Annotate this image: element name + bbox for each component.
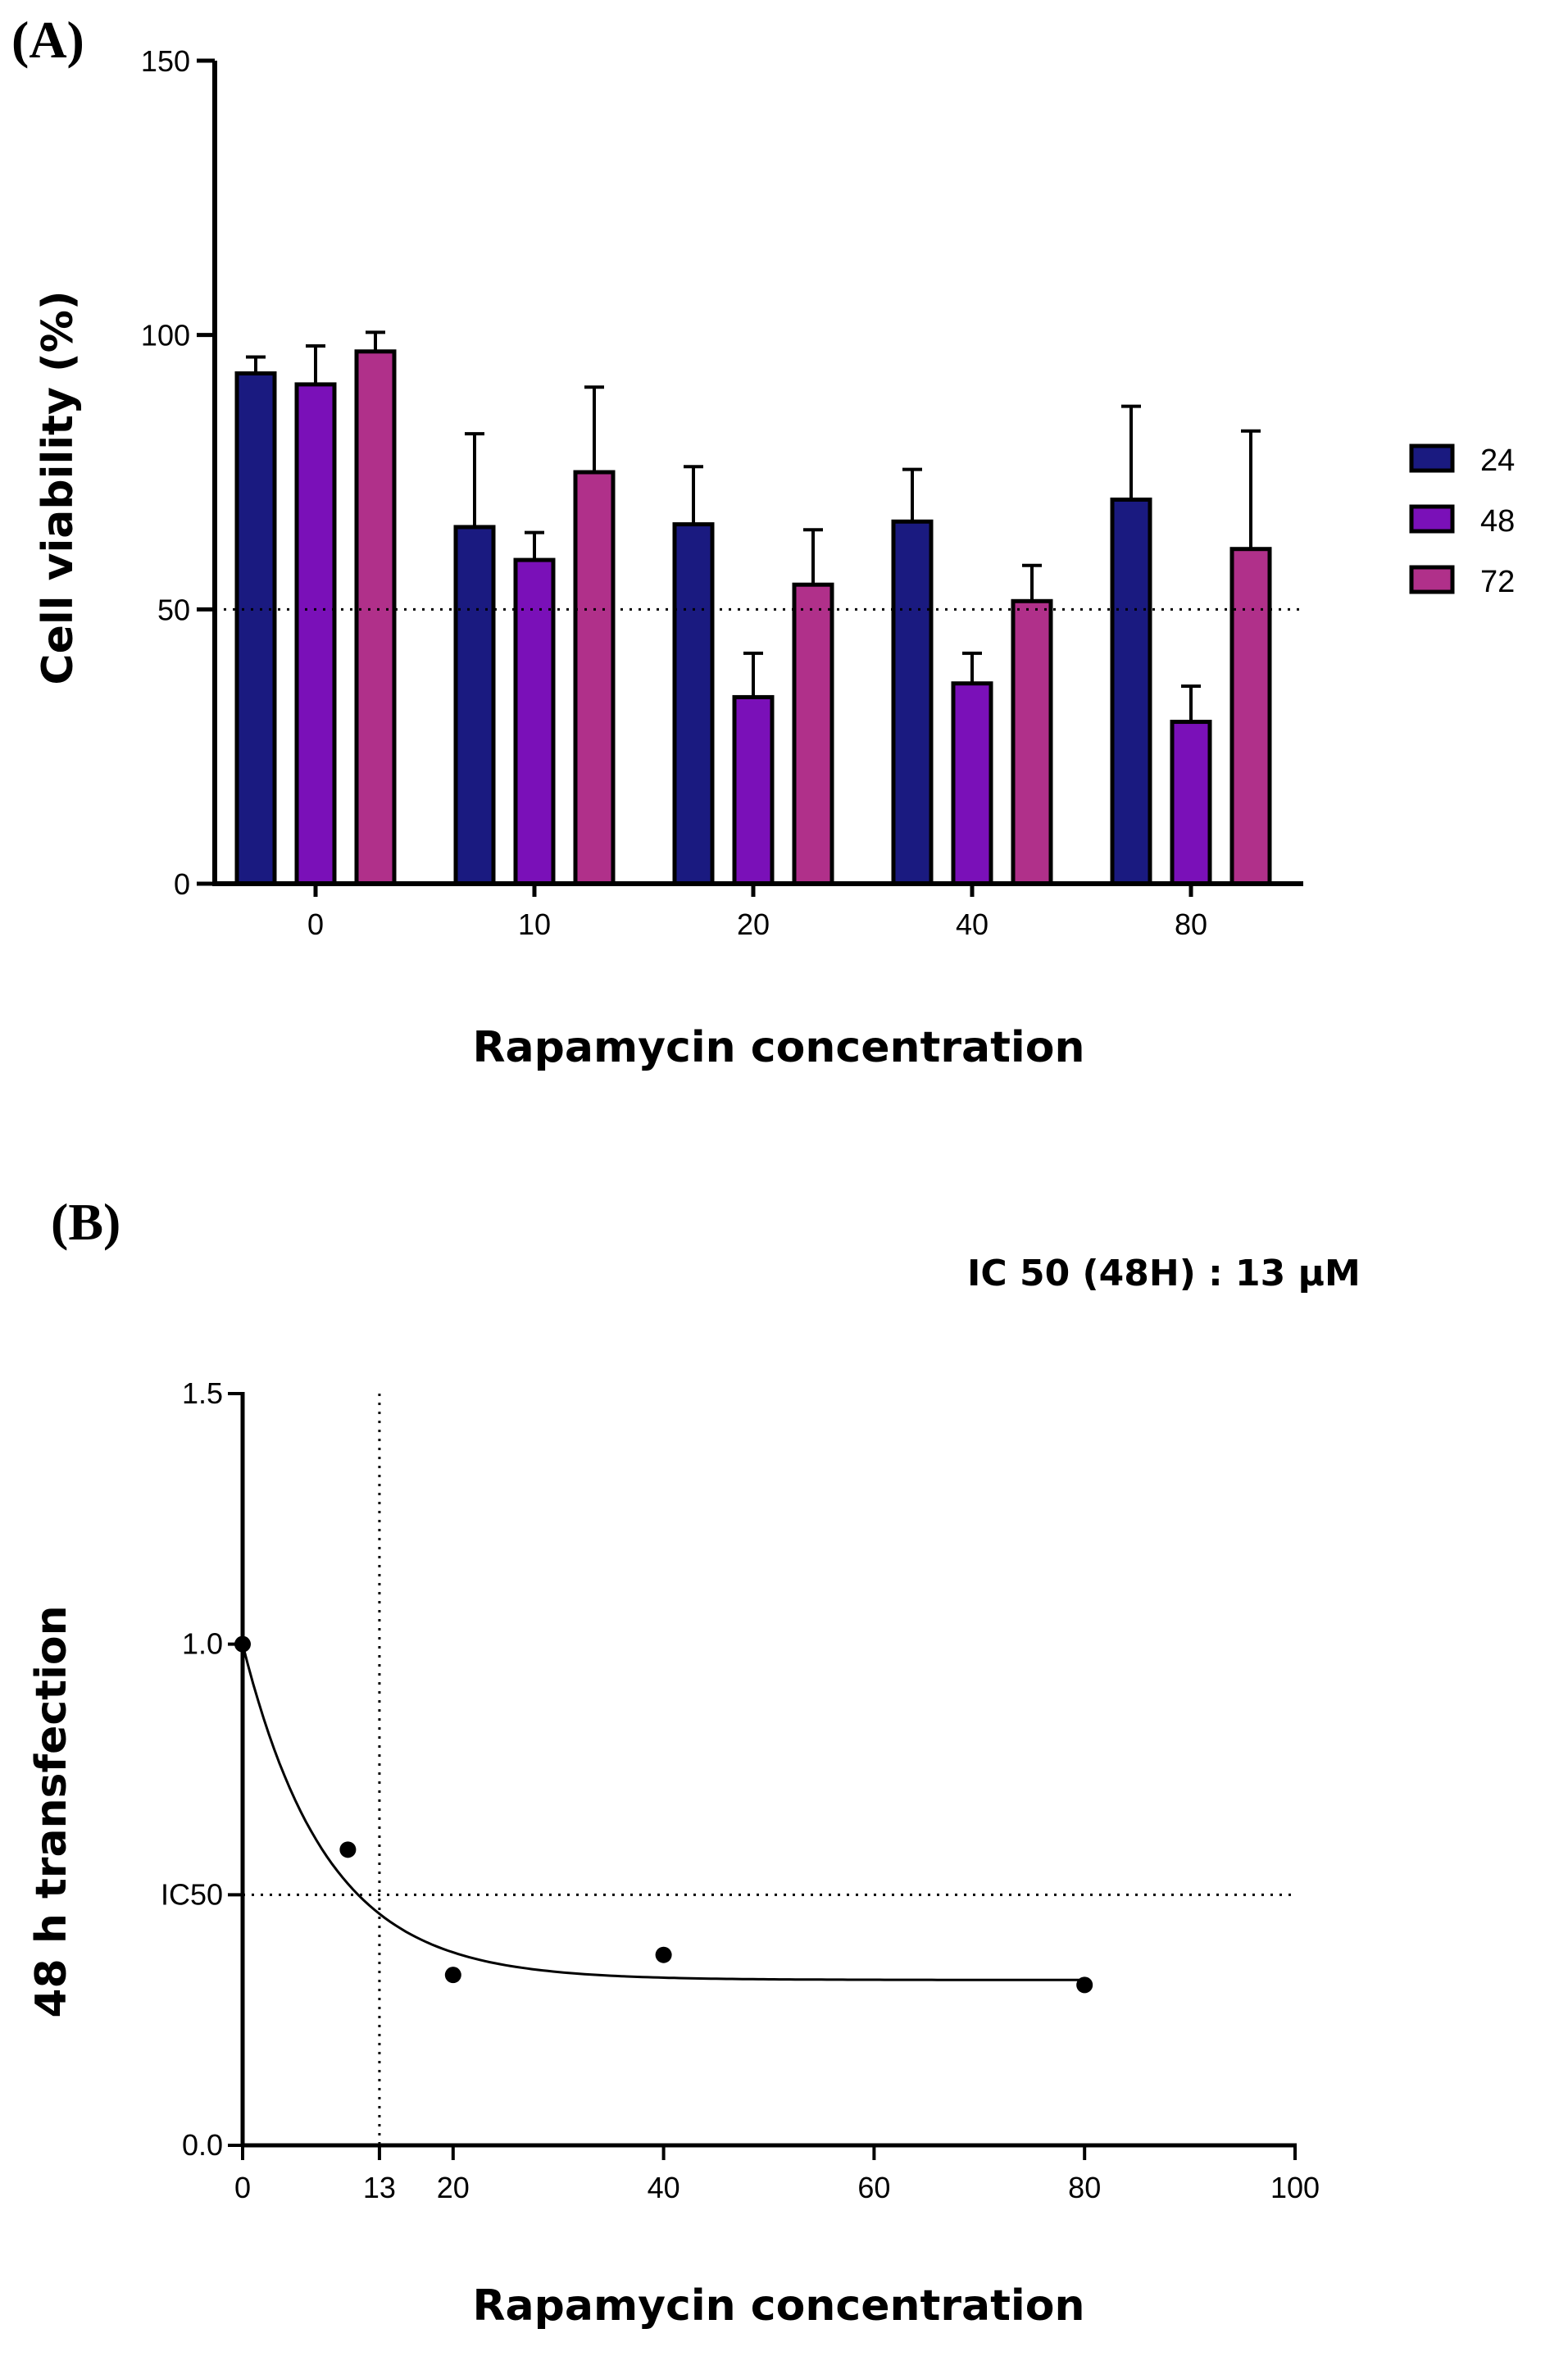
panel-b-label: (B) <box>51 1193 120 1251</box>
x-tick-label: 40 <box>648 2171 680 2204</box>
x-tick-label: 100 <box>1270 2171 1320 2204</box>
y-tick-label: 150 <box>141 44 190 78</box>
x-tick-label: 13 <box>363 2171 396 2204</box>
y-tick-label: 1.0 <box>182 1627 223 1661</box>
x-tick-label: 80 <box>1068 2171 1101 2204</box>
bar-48-20 <box>732 694 775 886</box>
y-tick-label: 50 <box>157 593 190 626</box>
legend-label-72: 72 <box>1480 565 1515 599</box>
legend-swatch-48 <box>1409 504 1455 534</box>
bar-72-20 <box>792 582 834 886</box>
fit-curve <box>241 1644 1085 1981</box>
bar-24-80 <box>1110 497 1152 886</box>
y-tick-label: 0 <box>174 867 190 901</box>
bar-72-40 <box>1011 598 1053 886</box>
bar-48-40 <box>951 681 993 886</box>
data-point-10 <box>339 1841 357 1858</box>
y-tick-label: 100 <box>141 319 190 352</box>
data-point-20 <box>444 1967 461 1984</box>
data-point-40 <box>655 1946 672 1963</box>
x-tick-label: 0 <box>234 2171 251 2204</box>
legend-swatch-24 <box>1409 443 1455 473</box>
legend-swatch-72 <box>1409 565 1455 594</box>
panel-b-ic50-chart: (B) IC 50 (48H) : 13 μM 0.0 IC50 1.0 1.5 0 13… <box>27 1193 1361 2331</box>
y-tick-label: 0.0 <box>182 2128 223 2162</box>
bar-24-40 <box>891 519 934 886</box>
bar-72-0 <box>354 349 397 886</box>
bar-72-80 <box>1229 547 1272 886</box>
bars <box>234 330 1272 886</box>
ic50-annotation: IC 50 (48H) : 13 μM <box>967 1253 1361 1294</box>
x-tick-label: 20 <box>437 2171 470 2204</box>
legend: 24 48 72 <box>1409 443 1515 599</box>
x-tick-label: 80 <box>1175 907 1207 941</box>
bar-72-10 <box>573 470 616 886</box>
y-tick-label: IC50 <box>161 1877 223 1911</box>
axes: 0 10 20 40 80 0 50 100 150 <box>141 44 1303 941</box>
x-tick-label: 60 <box>857 2171 890 2204</box>
legend-label-24: 24 <box>1480 443 1515 478</box>
plot-area: 0.0 IC50 1.0 1.5 0 13 20 40 60 80 100 <box>161 1376 1320 2204</box>
x-tick-label: 0 <box>307 907 324 941</box>
bar-48-80 <box>1170 720 1212 886</box>
data-point-80 <box>1076 1976 1093 1994</box>
panel-a-bar-chart: (A) 0 10 20 40 80 0 50 100 150 Rapamycin concent… <box>11 11 1515 1072</box>
y-axis-title: Cell viability (%) <box>34 290 83 685</box>
bar-24-20 <box>672 522 715 886</box>
y-tick-label: 1.5 <box>182 1376 223 1410</box>
x-tick-label: 20 <box>737 907 770 941</box>
panel-a-label: (A) <box>11 11 84 69</box>
x-axis-title: Rapamycin concentration <box>473 1023 1085 1072</box>
y-axis-title: 48 h transfection <box>27 1605 76 2017</box>
x-tick-label: 10 <box>518 907 551 941</box>
bar-48-0 <box>294 382 337 886</box>
bar-24-0 <box>234 371 277 886</box>
bar-24-10 <box>453 525 496 886</box>
x-tick-label: 40 <box>956 907 989 941</box>
x-axis-title: Rapamycin concentration <box>473 2281 1085 2331</box>
bar-48-10 <box>513 557 556 886</box>
legend-label-48: 48 <box>1480 504 1515 539</box>
